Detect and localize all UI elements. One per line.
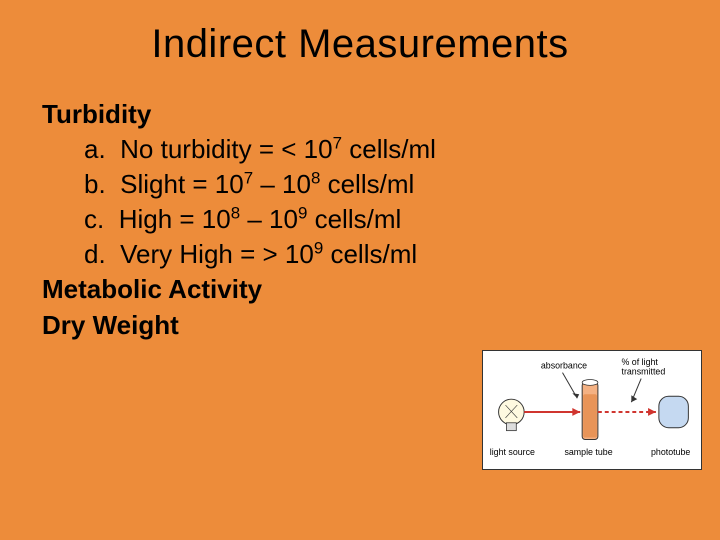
metabolic-heading: Metabolic Activity [42,272,720,307]
slide-title: Indirect Measurements [0,0,720,97]
slide-content: Turbidity a. No turbidity = < 107 cells/… [0,97,720,343]
turbidity-item-a: a. No turbidity = < 107 cells/ml [42,132,720,167]
lightsource-label: light source [490,447,535,457]
transmitted-label: transmitted [622,367,666,377]
turbidity-item-b: b. Slight = 107 – 108 cells/ml [42,167,720,202]
phototube-icon [659,396,689,427]
phototube-label: phototube [651,447,690,457]
pctlight-label: % of light [622,357,659,367]
turbidity-diagram: absorbance % of light transmitted light … [482,350,702,470]
absorbance-label: absorbance [541,361,587,371]
sampletube-label: sample tube [564,447,612,457]
turbidity-item-c: c. High = 108 – 109 cells/ml [42,202,720,237]
dryweight-heading: Dry Weight [42,308,720,343]
lightbulb-icon [499,399,525,425]
turbidity-heading: Turbidity [42,97,720,132]
turbidity-item-d: d. Very High = > 109 cells/ml [42,237,720,272]
